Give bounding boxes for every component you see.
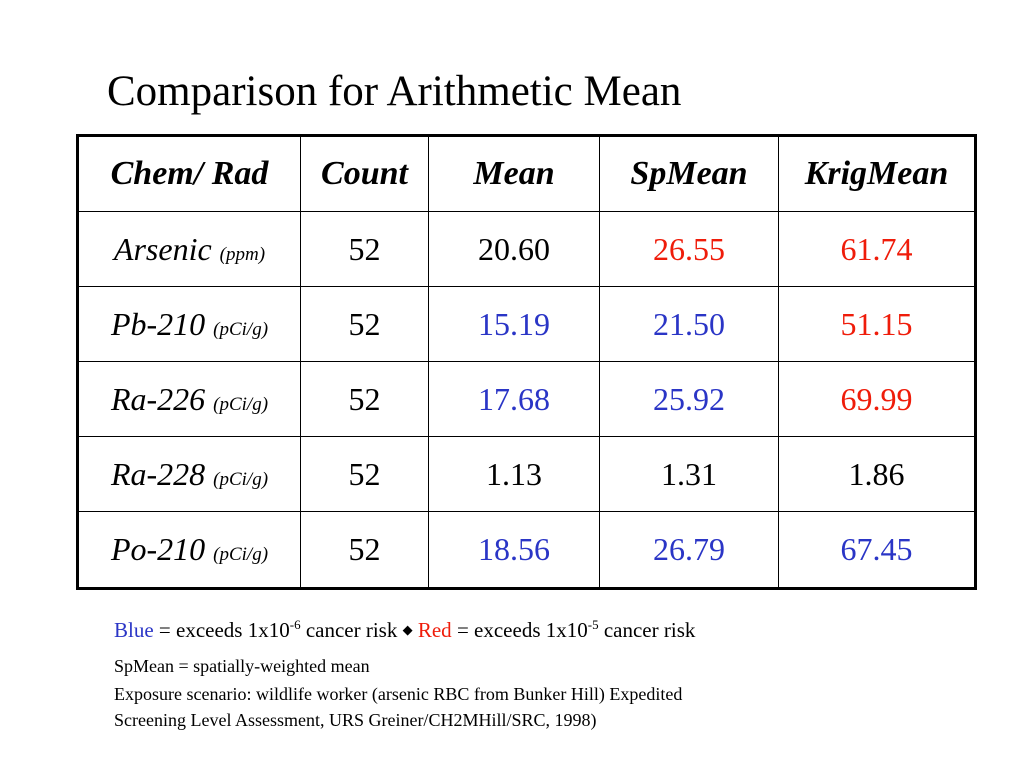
chem-unit: (pCi/g) <box>213 318 269 340</box>
chem-name: Po-210 <box>110 531 206 567</box>
spmean-cell: 26.79 <box>599 511 779 589</box>
header-spmean: SpMean <box>599 135 779 212</box>
table-row: Po-210 (pCi/g) 52 18.56 26.79 67.45 <box>77 511 976 589</box>
chem-cell: Ra-228 (pCi/g) <box>77 436 301 512</box>
count-cell: 52 <box>300 286 429 362</box>
mean-cell: 17.68 <box>428 361 600 437</box>
legend-red-exponent: -5 <box>587 617 599 632</box>
chem-name: Ra-226 <box>110 380 206 417</box>
legend-red-word: Red <box>417 618 452 642</box>
page-title: Comparison for Arithmetic Mean <box>107 68 682 115</box>
mean-cell: 1.13 <box>428 436 600 512</box>
chem-cell: Ra-226 (pCi/g) <box>77 361 301 437</box>
chem-unit: (ppm) <box>219 243 266 265</box>
table-row: Ra-228 (pCi/g) 52 1.13 1.31 1.86 <box>77 436 976 512</box>
exposure-note-line2: Screening Level Assessment, URS Greiner/… <box>114 710 597 730</box>
legend-blue-text-post: cancer risk <box>300 618 403 642</box>
chem-unit: (pCi/g) <box>213 393 269 415</box>
count-cell: 52 <box>300 511 429 589</box>
spmean-note: SpMean = spatially-weighted mean <box>114 656 370 676</box>
chem-cell: Arsenic (ppm) <box>77 211 301 287</box>
color-legend: Blue = exceeds 1x10-6 cancer risk ◆ Red … <box>114 616 695 644</box>
spmean-cell: 25.92 <box>599 361 779 437</box>
chem-cell: Pb-210 (pCi/g) <box>77 286 301 362</box>
krigmean-cell: 67.45 <box>778 511 976 589</box>
chem-unit: (pCi/g) <box>213 468 269 490</box>
spmean-cell: 26.55 <box>599 211 779 287</box>
header-chem-rad: Chem/ Rad <box>77 135 301 212</box>
chem-name: Pb-210 <box>110 305 206 342</box>
legend-red-text: = exceeds 1x10 <box>451 618 588 642</box>
spmean-cell: 1.31 <box>599 436 779 512</box>
chem-unit: (pCi/g) <box>213 544 269 565</box>
header-krigmean: KrigMean <box>778 135 976 212</box>
krigmean-cell: 51.15 <box>778 286 976 362</box>
table-row: Pb-210 (pCi/g) 52 15.19 21.50 51.15 <box>77 286 976 362</box>
table-header-row: Chem/ Rad Count Mean SpMean KrigMean <box>77 135 976 212</box>
chem-name: Arsenic <box>113 230 212 267</box>
legend-blue-exponent: -6 <box>289 617 301 632</box>
table-row: Ra-226 (pCi/g) 52 17.68 25.92 69.99 <box>77 361 976 437</box>
chem-cell: Po-210 (pCi/g) <box>77 511 301 589</box>
exposure-note-line1: Exposure scenario: wildlife worker (arse… <box>114 684 683 704</box>
legend-blue-word: Blue <box>114 618 154 642</box>
count-cell: 52 <box>300 436 429 512</box>
count-cell: 52 <box>300 211 429 287</box>
mean-cell: 18.56 <box>428 511 600 589</box>
spmean-cell: 21.50 <box>599 286 779 362</box>
table-row: Arsenic (ppm) 52 20.60 26.55 61.74 <box>77 211 976 287</box>
mean-cell: 20.60 <box>428 211 600 287</box>
comparison-table: Chem/ Rad Count Mean SpMean KrigMean Ars… <box>76 134 977 590</box>
krigmean-cell: 69.99 <box>778 361 976 437</box>
diamond-bullet-icon: ◆ <box>402 622 413 637</box>
legend-blue-text: = exceeds 1x10 <box>153 618 290 642</box>
header-mean: Mean <box>428 135 600 212</box>
krigmean-cell: 1.86 <box>778 436 976 512</box>
mean-cell: 15.19 <box>428 286 600 362</box>
header-count: Count <box>300 135 429 212</box>
count-cell: 52 <box>300 361 429 437</box>
chem-name: Ra-228 <box>110 455 206 492</box>
legend-red-text-post: cancer risk <box>598 618 696 642</box>
krigmean-cell: 61.74 <box>778 211 976 287</box>
